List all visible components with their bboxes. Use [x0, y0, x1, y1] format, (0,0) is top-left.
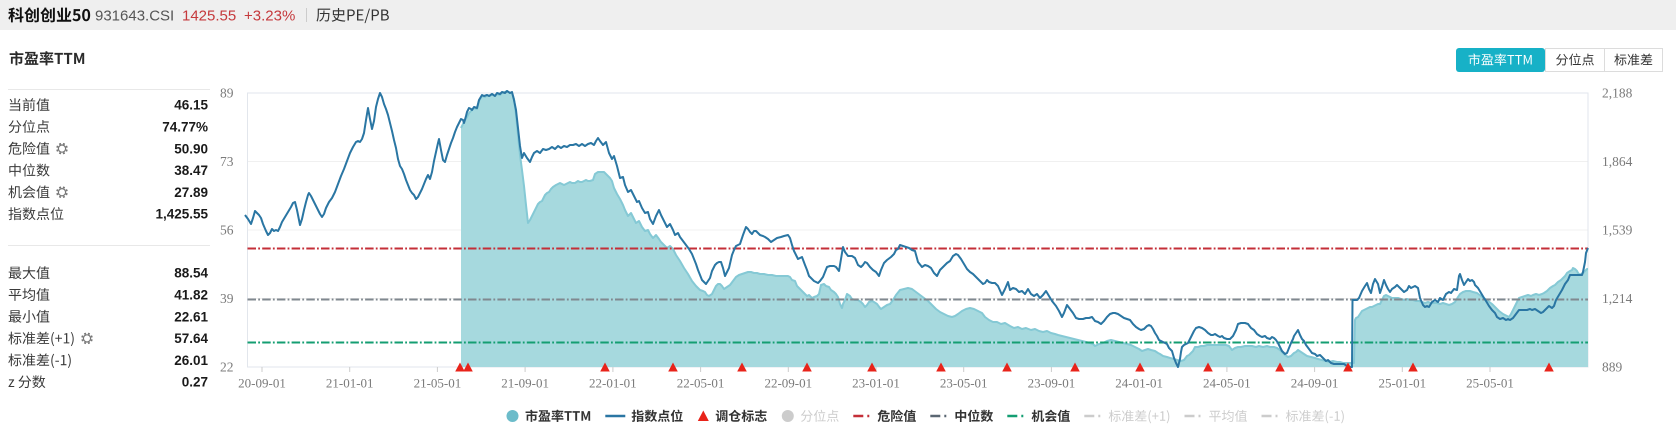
svg-text:1,539: 1,539 — [1602, 223, 1633, 238]
svg-text:50.90: 50.90 — [174, 141, 208, 156]
svg-text:22-05-01: 22-05-01 — [677, 376, 725, 391]
svg-text:20-09-01: 20-09-01 — [238, 376, 286, 391]
svg-text:27.89: 27.89 — [174, 185, 208, 200]
svg-text:25-01-01: 25-01-01 — [1378, 376, 1426, 391]
svg-text:38.47: 38.47 — [174, 163, 208, 178]
svg-text:21-01-01: 21-01-01 — [326, 376, 374, 391]
svg-text:57.64: 57.64 — [174, 331, 208, 346]
svg-text:21-05-01: 21-05-01 — [414, 376, 462, 391]
svg-text:39: 39 — [220, 291, 234, 306]
svg-text:41.82: 41.82 — [174, 288, 208, 303]
svg-text:73: 73 — [220, 154, 234, 169]
svg-text:22-01-01: 22-01-01 — [589, 376, 637, 391]
svg-text:25-05-01: 25-05-01 — [1466, 376, 1514, 391]
svg-text:22: 22 — [220, 360, 234, 375]
svg-text:22-09-01: 22-09-01 — [764, 376, 812, 391]
svg-text:24-09-01: 24-09-01 — [1291, 376, 1339, 391]
svg-text:24-01-01: 24-01-01 — [1115, 376, 1163, 391]
svg-text:889: 889 — [1602, 360, 1623, 375]
svg-text:23-05-01: 23-05-01 — [940, 376, 988, 391]
svg-text:0.27: 0.27 — [182, 375, 208, 390]
svg-text:46.15: 46.15 — [174, 98, 208, 113]
svg-text:89: 89 — [220, 86, 234, 101]
svg-text:+3.23%: +3.23% — [244, 8, 295, 25]
svg-text:1,214: 1,214 — [1602, 291, 1633, 306]
svg-text:22.61: 22.61 — [174, 309, 208, 324]
svg-text:24-05-01: 24-05-01 — [1203, 376, 1251, 391]
svg-text:2,188: 2,188 — [1602, 86, 1633, 101]
svg-text:1,425.55: 1,425.55 — [155, 207, 208, 222]
svg-text:931643.CSI: 931643.CSI — [95, 8, 174, 25]
svg-text:56: 56 — [220, 223, 234, 238]
svg-text:23-09-01: 23-09-01 — [1028, 376, 1076, 391]
svg-text:74.77%: 74.77% — [162, 120, 208, 135]
svg-text:23-01-01: 23-01-01 — [852, 376, 900, 391]
svg-text:1425.55: 1425.55 — [182, 8, 236, 25]
svg-text:26.01: 26.01 — [174, 353, 208, 368]
svg-text:1,864: 1,864 — [1602, 154, 1633, 169]
svg-text:21-09-01: 21-09-01 — [501, 376, 549, 391]
svg-text:88.54: 88.54 — [174, 266, 208, 281]
